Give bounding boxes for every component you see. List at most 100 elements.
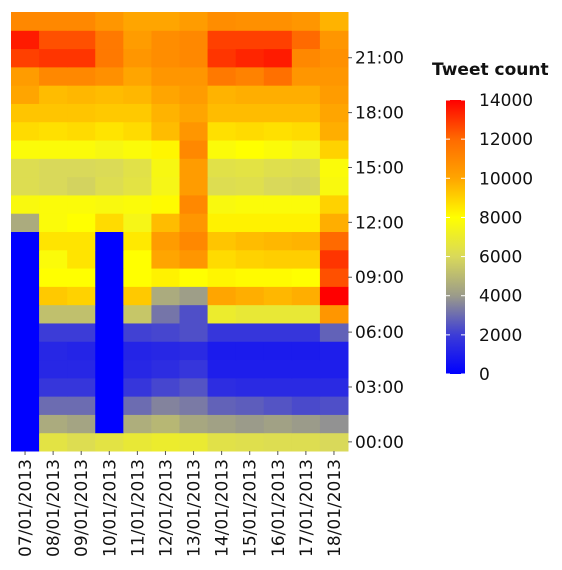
heatmap-cell [263,140,293,159]
heatmap-cell [67,249,96,269]
y-tick-label: 21:00 [355,49,404,69]
heatmap-cell [235,158,265,178]
heatmap-cell [291,140,321,159]
heatmap-cell [179,322,209,342]
heatmap-cell [151,359,180,379]
heatmap-cell [319,66,349,86]
heatmap-cell [95,432,124,452]
heatmap-cell [151,66,180,86]
y-tick-label: 03:00 [355,378,404,398]
heatmap-cell [67,377,96,397]
heatmap-cell [151,194,180,214]
heatmap-cell [207,30,237,50]
heatmap-cell [179,194,209,214]
heatmap-cell [235,85,265,104]
heatmap-cell [207,103,237,123]
heatmap-cell [95,140,124,159]
x-tick-label: 17/01/2013 [297,459,317,557]
heatmap-cell [263,414,293,434]
colorbar-tick-label: 14000 [479,91,533,111]
heatmap-cell [123,158,152,178]
heatmap-cell [67,396,96,415]
heatmap-cell [11,103,40,123]
heatmap-cell [235,322,265,342]
heatmap-cell [207,158,237,178]
heatmap-cell [235,286,265,306]
heatmap-cell [291,213,321,232]
heatmap-cell [11,359,40,379]
heatmap-cell [207,286,237,306]
heatmap-cell [291,341,321,361]
heatmap-cell [151,231,180,251]
heatmap-cell [123,213,152,232]
heatmap-cell [39,103,68,123]
heatmap-cell [263,249,293,269]
heatmap-cell [11,341,40,361]
heatmap-cell [235,213,265,232]
heatmap-cell [95,194,124,214]
heatmap-cell [207,66,237,86]
heatmap-cell [263,396,293,415]
heatmap-cell [95,377,124,397]
heatmap-cell [11,304,40,324]
heatmap-cell [179,341,209,361]
heatmap-cell [123,194,152,214]
x-tick-label: 18/01/2013 [325,459,345,557]
heatmap-cell [95,12,124,31]
heatmap-cell [11,286,40,306]
heatmap-cell [235,231,265,251]
heatmap-cell [123,231,152,251]
heatmap-cell [207,322,237,342]
heatmap-cell [291,12,321,31]
heatmap-cell [151,414,180,434]
heatmap-cell [179,359,209,379]
heatmap-cell [11,396,40,415]
colorbar-tick-label: 12000 [479,130,533,150]
heatmap-cell [263,268,293,287]
heatmap-cell [235,359,265,379]
heatmap-cell [95,176,124,196]
heatmap-cell [263,304,293,324]
heatmap-cell [263,158,293,178]
heatmap-cell [319,414,349,434]
heatmap-cell [39,30,68,50]
heatmap-cell [207,396,237,415]
y-tick-label: 12:00 [355,213,404,233]
heatmap-cell [263,48,293,68]
heatmap-cell [11,121,40,141]
heatmap-cell [67,322,96,342]
colorbar [446,100,465,374]
heatmap-cell [67,140,96,159]
colorbar-ticks: 0 2000 4000 6000 8000 10000 12000 14000 [446,91,533,385]
y-tick-label: 00:00 [355,433,404,453]
y-tick-label: 15:00 [355,158,404,178]
x-tick-label: 13/01/2013 [185,459,205,557]
y-tick-label: 06:00 [355,323,404,343]
heatmap-cell [235,414,265,434]
heatmap-cell [179,396,209,415]
heatmap-cell [39,377,68,397]
heatmap-cell [39,359,68,379]
heatmap-cell [291,268,321,287]
heatmap-cell [67,414,96,434]
heatmap-cell [179,213,209,232]
heatmap-cell [207,432,237,452]
heatmap-cell [95,121,124,141]
colorbar-tick-label: 2000 [479,326,522,346]
heatmap-cell [151,341,180,361]
heatmap-cell [123,377,152,397]
heatmap-cell [95,103,124,123]
heatmap-cell [235,194,265,214]
x-tick-label: 12/01/2013 [157,459,177,557]
heatmap-cell [263,341,293,361]
heatmap-cell [179,48,209,68]
heatmap-cell [179,85,209,104]
heatmap-cell [207,249,237,269]
heatmap-cell [123,30,152,50]
heatmap-cell [207,121,237,141]
y-tick-label: 09:00 [355,268,404,288]
heatmap-cell [151,121,180,141]
heatmap-cell [263,377,293,397]
heatmap-cell [291,103,321,123]
